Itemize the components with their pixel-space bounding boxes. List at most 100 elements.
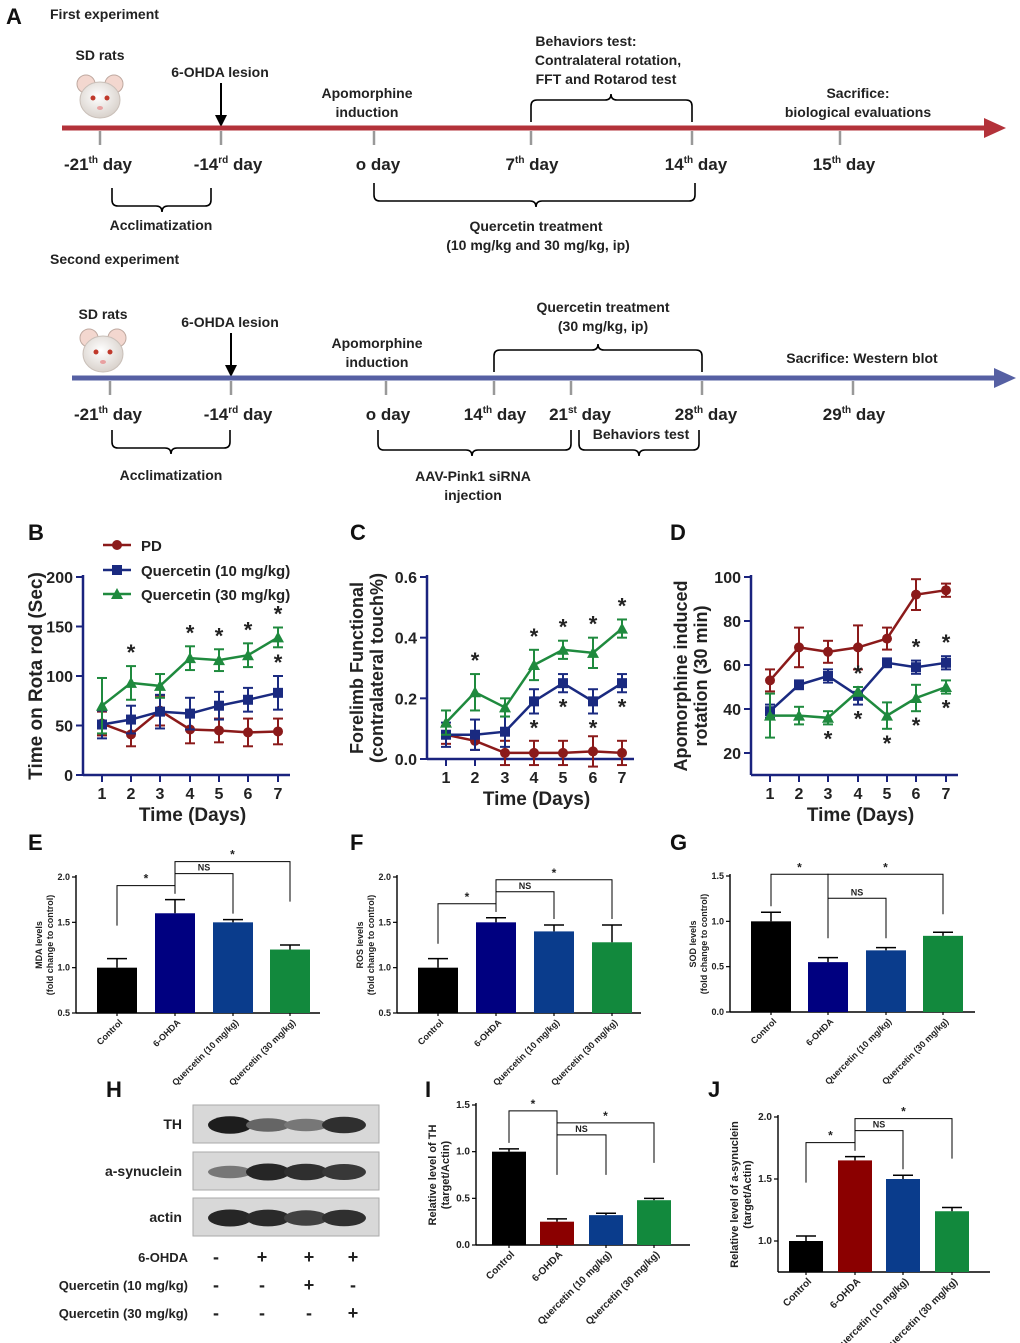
day-word: day <box>238 405 273 424</box>
y-tick-label: 2.0 <box>758 1112 772 1123</box>
x-tick-label: Control <box>484 1249 517 1282</box>
panel-label-g: G <box>670 830 687 855</box>
day-number: o day <box>366 405 411 424</box>
data-point <box>852 685 864 697</box>
day-suffix: rd <box>218 155 228 166</box>
x-tick-label: 4 <box>186 786 195 803</box>
x-tick-label: Quercetin (30 mg/kg) <box>549 1017 619 1087</box>
significance-label: * <box>531 1097 536 1111</box>
chart-b-rotarod: 0 50 100 150 200 1 2 3 4 5 6 7 Time (Days) Time on Ro… <box>26 570 290 826</box>
blot-band <box>284 1210 328 1226</box>
bar <box>155 913 195 1013</box>
day-suffix: th <box>832 155 841 166</box>
bar <box>886 1179 920 1272</box>
day-suffix: th <box>684 155 693 166</box>
day-suffix: th <box>483 405 492 416</box>
data-point <box>822 711 834 723</box>
data-point <box>273 687 283 698</box>
y-tick-label: 1.0 <box>57 963 70 973</box>
bar <box>270 949 310 1013</box>
x-axis-title: Time (Days) <box>483 789 590 810</box>
y-axis-title-line: (target/Actin) <box>440 1140 452 1209</box>
x-tick-label: Control <box>749 1016 779 1046</box>
y-tick-label: 0.6 <box>395 570 417 587</box>
day-word: day <box>577 405 612 424</box>
x-tick-label: 1 <box>98 786 107 803</box>
legend-entry: PD <box>141 538 162 555</box>
data-point <box>528 658 540 670</box>
data-point <box>111 588 123 599</box>
significance-label: * <box>883 860 888 874</box>
day-word: day <box>524 155 559 174</box>
significance-star: * <box>912 713 921 738</box>
panel-label-e: E <box>28 830 43 855</box>
bar <box>866 950 906 1012</box>
acclimatization-label: Acclimatization <box>120 467 223 483</box>
treatment-row-label: Quercetin (10 mg/kg) <box>59 1278 188 1293</box>
apomorphine-label-2: induction <box>336 104 399 120</box>
data-point <box>558 678 568 689</box>
treatment-row-label: Quercetin (30 mg/kg) <box>59 1306 188 1321</box>
lesion-label: 6-OHDA lesion <box>181 314 279 330</box>
y-tick-label: 1.5 <box>378 917 391 927</box>
y-tick-label: 0.5 <box>456 1193 470 1204</box>
y-tick-label: 200 <box>46 570 73 587</box>
y-tick-label: 1.5 <box>711 871 724 881</box>
treatment-label-2: (30 mg/kg, ip) <box>558 318 648 334</box>
treatment-mark: + <box>304 1275 315 1295</box>
y-tick-label: 2.0 <box>57 872 70 882</box>
y-tick-label: 1.5 <box>57 917 70 927</box>
bar <box>534 931 574 1013</box>
x-tick-label: 5 <box>883 786 892 803</box>
y-axis-title: Time on Rota rod (Sec) <box>26 572 47 780</box>
injection-label-2: injection <box>444 487 502 503</box>
day-word: day <box>228 155 263 174</box>
panel-label-j: J <box>708 1077 720 1102</box>
x-axis-title: Time (Days) <box>807 805 914 826</box>
data-point <box>911 589 921 600</box>
legend-entry: Quercetin (10 mg/kg) <box>141 563 290 580</box>
data-point <box>882 633 892 644</box>
significance-bracket <box>495 879 613 920</box>
blot-band <box>322 1164 366 1180</box>
x-tick-label: Control <box>416 1017 446 1047</box>
day-word: day <box>98 155 133 174</box>
x-tick-label: 6 <box>244 786 253 803</box>
timeline-days-2: -21th day -14rd day o day 14th day 21st day 2… <box>74 405 886 424</box>
data-point <box>823 671 833 681</box>
treatment-bracket <box>373 183 696 208</box>
apomorphine-label-1: Apomorphine <box>332 335 423 351</box>
significance-bracket <box>556 1134 607 1175</box>
bar <box>935 1211 969 1272</box>
significance-star: * <box>530 716 539 741</box>
data-point <box>587 646 599 658</box>
sacrifice-label-1: Sacrifice: <box>826 85 889 101</box>
x-tick-label: 1 <box>766 786 775 803</box>
data-point <box>112 565 122 575</box>
y-axis-title-line: rotation (30 min) <box>691 605 711 746</box>
data-point <box>881 709 893 721</box>
day-word: day <box>108 405 143 424</box>
y-tick-label: 0.2 <box>395 691 417 708</box>
blot-band <box>284 1163 328 1181</box>
data-point <box>882 657 892 668</box>
y-tick-label: 40 <box>723 702 741 719</box>
data-point <box>469 686 481 698</box>
x-tick-label: 6-OHDA <box>828 1276 863 1311</box>
significance-star: * <box>942 630 951 655</box>
data-point <box>242 649 254 661</box>
significance-label: * <box>552 866 557 880</box>
x-tick-label: 6-OHDA <box>530 1249 565 1284</box>
x-tick-label: Control <box>781 1276 814 1309</box>
data-point <box>940 681 952 692</box>
bar <box>808 962 848 1012</box>
acclimatization-bracket <box>111 430 231 455</box>
timeline-ticks-1 <box>98 131 842 145</box>
day-word: day <box>693 155 728 174</box>
chart-e-mda: 0.5 1.0 1.5 2.0 MDA levels(fold change to co… <box>34 848 320 1088</box>
acclimatization-label: Acclimatization <box>110 217 213 233</box>
significance-star: * <box>127 640 136 665</box>
significance-star: * <box>530 624 539 649</box>
behaviors-label: Behaviors test <box>593 426 690 442</box>
y-axis-title-line: (fold change to control) <box>45 895 55 996</box>
